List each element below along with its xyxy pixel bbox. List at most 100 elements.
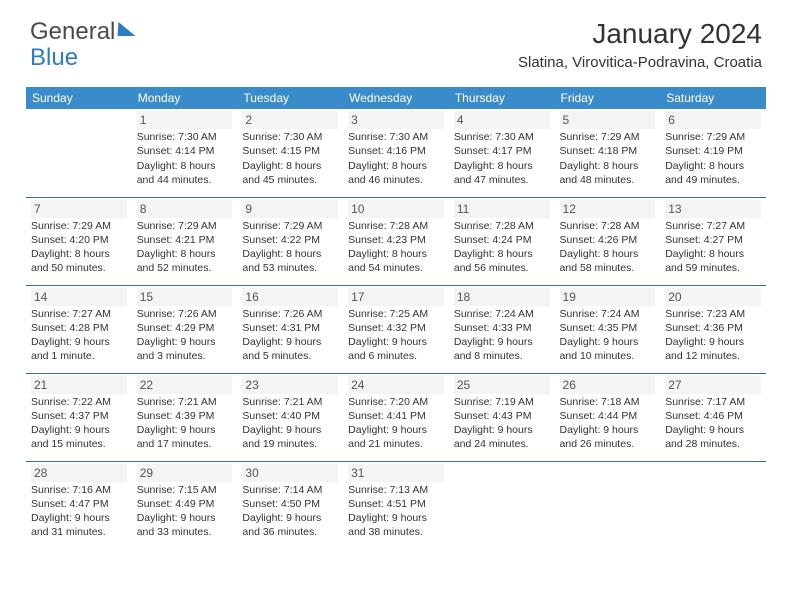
weekday-header: Thursday [449, 87, 555, 109]
day-number: 22 [137, 376, 233, 394]
day-number: 8 [137, 200, 233, 218]
calendar-cell: 10Sunrise: 7:28 AMSunset: 4:23 PMDayligh… [343, 197, 449, 285]
day-number: 18 [454, 288, 550, 306]
brand-part1: General [30, 18, 115, 46]
daylight-line: Daylight: 8 hours and 48 minutes. [560, 159, 656, 187]
header: General January 2024 Slatina, Virovitica… [0, 0, 792, 77]
sunrise-line: Sunrise: 7:29 AM [242, 219, 338, 233]
sunrise-line: Sunrise: 7:13 AM [348, 483, 444, 497]
daylight-line: Daylight: 9 hours and 36 minutes. [242, 511, 338, 539]
sunset-line: Sunset: 4:22 PM [242, 233, 338, 247]
sunrise-line: Sunrise: 7:23 AM [665, 307, 761, 321]
sunset-line: Sunset: 4:33 PM [454, 321, 550, 335]
sunset-line: Sunset: 4:39 PM [137, 409, 233, 423]
day-number: 20 [665, 288, 761, 306]
daylight-line: Daylight: 8 hours and 47 minutes. [454, 159, 550, 187]
location-label: Slatina, Virovitica-Podravina, Croatia [518, 54, 762, 71]
calendar-head: SundayMondayTuesdayWednesdayThursdayFrid… [26, 87, 766, 109]
daylight-line: Daylight: 9 hours and 31 minutes. [31, 511, 127, 539]
sunset-line: Sunset: 4:36 PM [665, 321, 761, 335]
daylight-line: Daylight: 9 hours and 28 minutes. [665, 423, 761, 451]
sunrise-line: Sunrise: 7:26 AM [137, 307, 233, 321]
calendar-cell: 27Sunrise: 7:17 AMSunset: 4:46 PMDayligh… [660, 373, 766, 461]
calendar-row: 28Sunrise: 7:16 AMSunset: 4:47 PMDayligh… [26, 461, 766, 549]
calendar-cell: 8Sunrise: 7:29 AMSunset: 4:21 PMDaylight… [132, 197, 238, 285]
sunrise-line: Sunrise: 7:30 AM [242, 130, 338, 144]
sunset-line: Sunset: 4:21 PM [137, 233, 233, 247]
daylight-line: Daylight: 8 hours and 53 minutes. [242, 247, 338, 275]
day-number: 28 [31, 464, 127, 482]
brand-logo: General [30, 18, 136, 46]
sunset-line: Sunset: 4:17 PM [454, 144, 550, 158]
day-number: 29 [137, 464, 233, 482]
sunrise-line: Sunrise: 7:18 AM [560, 395, 656, 409]
sunset-line: Sunset: 4:28 PM [31, 321, 127, 335]
calendar-body: .1Sunrise: 7:30 AMSunset: 4:14 PMDayligh… [26, 109, 766, 549]
sail-icon [118, 22, 137, 36]
calendar-cell: . [660, 461, 766, 549]
sunset-line: Sunset: 4:19 PM [665, 144, 761, 158]
calendar-cell: 23Sunrise: 7:21 AMSunset: 4:40 PMDayligh… [237, 373, 343, 461]
calendar-row: 14Sunrise: 7:27 AMSunset: 4:28 PMDayligh… [26, 285, 766, 373]
daylight-line: Daylight: 9 hours and 17 minutes. [137, 423, 233, 451]
calendar-row: .1Sunrise: 7:30 AMSunset: 4:14 PMDayligh… [26, 109, 766, 197]
daylight-line: Daylight: 8 hours and 44 minutes. [137, 159, 233, 187]
sunset-line: Sunset: 4:40 PM [242, 409, 338, 423]
sunrise-line: Sunrise: 7:16 AM [31, 483, 127, 497]
day-number: 13 [665, 200, 761, 218]
day-number: 24 [348, 376, 444, 394]
calendar-cell: 7Sunrise: 7:29 AMSunset: 4:20 PMDaylight… [26, 197, 132, 285]
daylight-line: Daylight: 9 hours and 1 minute. [31, 335, 127, 363]
calendar-cell: 30Sunrise: 7:14 AMSunset: 4:50 PMDayligh… [237, 461, 343, 549]
brand-part2-wrap: Blue [30, 44, 78, 72]
sunrise-line: Sunrise: 7:25 AM [348, 307, 444, 321]
day-number: 5 [560, 111, 656, 129]
sunset-line: Sunset: 4:44 PM [560, 409, 656, 423]
calendar-cell: 17Sunrise: 7:25 AMSunset: 4:32 PMDayligh… [343, 285, 449, 373]
daylight-line: Daylight: 9 hours and 15 minutes. [31, 423, 127, 451]
sunset-line: Sunset: 4:26 PM [560, 233, 656, 247]
daylight-line: Daylight: 8 hours and 49 minutes. [665, 159, 761, 187]
calendar-cell: 28Sunrise: 7:16 AMSunset: 4:47 PMDayligh… [26, 461, 132, 549]
day-number: 6 [665, 111, 761, 129]
calendar-cell: 21Sunrise: 7:22 AMSunset: 4:37 PMDayligh… [26, 373, 132, 461]
sunset-line: Sunset: 4:16 PM [348, 144, 444, 158]
daylight-line: Daylight: 8 hours and 56 minutes. [454, 247, 550, 275]
day-number: 31 [348, 464, 444, 482]
calendar-cell: 9Sunrise: 7:29 AMSunset: 4:22 PMDaylight… [237, 197, 343, 285]
sunset-line: Sunset: 4:41 PM [348, 409, 444, 423]
daylight-line: Daylight: 8 hours and 50 minutes. [31, 247, 127, 275]
calendar-cell: 15Sunrise: 7:26 AMSunset: 4:29 PMDayligh… [132, 285, 238, 373]
day-number: 27 [665, 376, 761, 394]
month-title: January 2024 [518, 18, 762, 50]
calendar-cell: 24Sunrise: 7:20 AMSunset: 4:41 PMDayligh… [343, 373, 449, 461]
calendar-cell: 26Sunrise: 7:18 AMSunset: 4:44 PMDayligh… [555, 373, 661, 461]
weekday-header: Tuesday [237, 87, 343, 109]
day-number: 2 [242, 111, 338, 129]
day-number: 25 [454, 376, 550, 394]
weekday-header: Friday [555, 87, 661, 109]
calendar-row: 21Sunrise: 7:22 AMSunset: 4:37 PMDayligh… [26, 373, 766, 461]
sunset-line: Sunset: 4:50 PM [242, 497, 338, 511]
daylight-line: Daylight: 9 hours and 33 minutes. [137, 511, 233, 539]
daylight-line: Daylight: 9 hours and 3 minutes. [137, 335, 233, 363]
calendar-cell: 5Sunrise: 7:29 AMSunset: 4:18 PMDaylight… [555, 109, 661, 197]
sunrise-line: Sunrise: 7:30 AM [348, 130, 444, 144]
calendar-row: 7Sunrise: 7:29 AMSunset: 4:20 PMDaylight… [26, 197, 766, 285]
weekday-header: Wednesday [343, 87, 449, 109]
calendar-cell: 31Sunrise: 7:13 AMSunset: 4:51 PMDayligh… [343, 461, 449, 549]
calendar-cell: 6Sunrise: 7:29 AMSunset: 4:19 PMDaylight… [660, 109, 766, 197]
calendar-cell: . [26, 109, 132, 197]
sunset-line: Sunset: 4:14 PM [137, 144, 233, 158]
calendar-cell: . [449, 461, 555, 549]
sunset-line: Sunset: 4:51 PM [348, 497, 444, 511]
calendar-cell: 2Sunrise: 7:30 AMSunset: 4:15 PMDaylight… [237, 109, 343, 197]
day-number: 26 [560, 376, 656, 394]
sunrise-line: Sunrise: 7:24 AM [560, 307, 656, 321]
daylight-line: Daylight: 9 hours and 38 minutes. [348, 511, 444, 539]
sunset-line: Sunset: 4:32 PM [348, 321, 444, 335]
brand-part2: Blue [30, 44, 78, 71]
sunset-line: Sunset: 4:37 PM [31, 409, 127, 423]
weekday-header: Monday [132, 87, 238, 109]
sunrise-line: Sunrise: 7:20 AM [348, 395, 444, 409]
